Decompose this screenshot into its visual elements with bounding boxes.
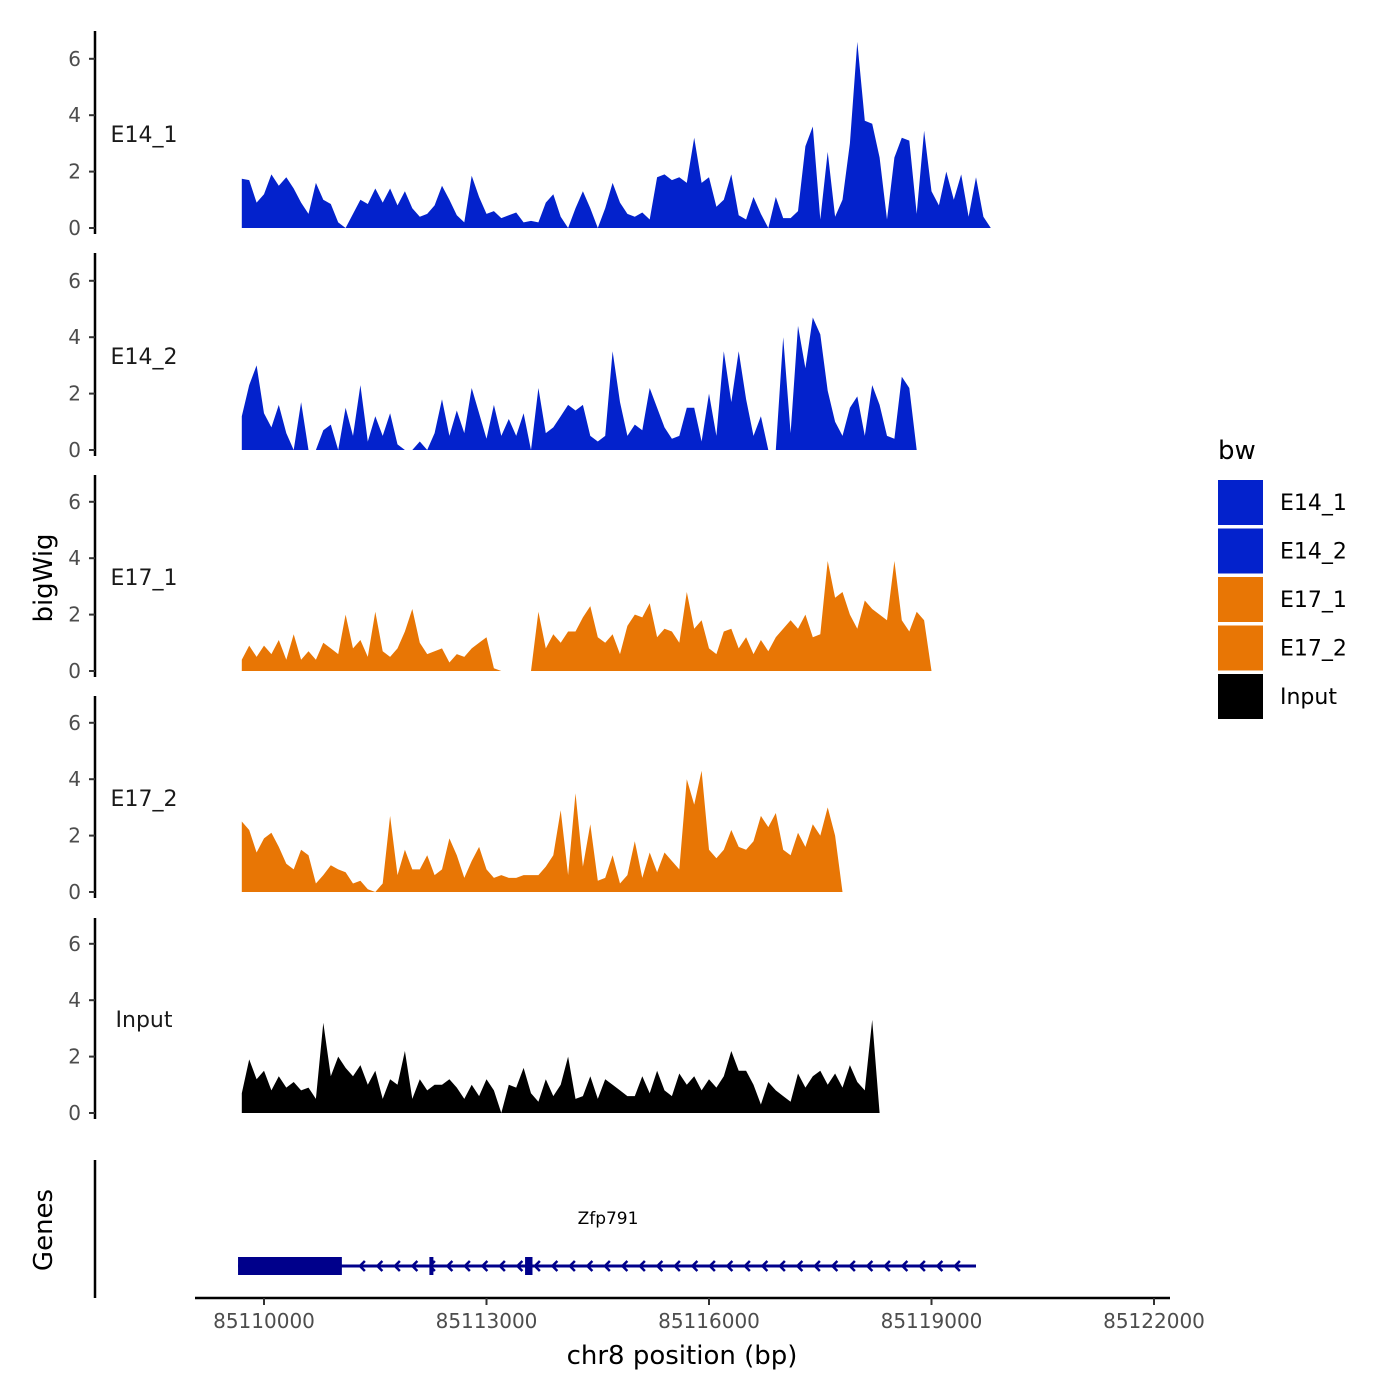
strand-arrow bbox=[568, 1260, 576, 1272]
strand-arrow bbox=[393, 1260, 401, 1272]
strand-arrow bbox=[883, 1260, 891, 1272]
x-tick-label: 85110000 bbox=[213, 1309, 315, 1333]
strand-arrow bbox=[813, 1260, 821, 1272]
x-axis-title: chr8 position (bp) bbox=[567, 1341, 798, 1371]
legend-swatch bbox=[1218, 528, 1263, 574]
legend-swatch bbox=[1218, 674, 1263, 719]
gene-name-label: Zfp791 bbox=[578, 1209, 639, 1229]
y-tick-label: 4 bbox=[68, 988, 81, 1012]
strand-arrow bbox=[900, 1260, 909, 1272]
strand-arrow bbox=[795, 1260, 804, 1272]
strand-arrow bbox=[655, 1260, 664, 1272]
strand-arrow bbox=[690, 1260, 699, 1272]
genes-track: Genes Zfp791 bbox=[29, 1160, 976, 1298]
strand-arrow bbox=[375, 1260, 384, 1272]
gene-exon bbox=[238, 1257, 342, 1275]
x-tick-label: 85113000 bbox=[436, 1309, 538, 1333]
track-label: E17_1 bbox=[111, 566, 178, 591]
bigwig-tracks: 0 2 4 6 E14_1 0 2 4 6 E14_2 0 2 4 6 E17_1 0 2 4 6 E17_2 0 2 4 6… bbox=[68, 31, 1125, 1125]
y-tick-label: 0 bbox=[68, 1101, 81, 1125]
strand-arrow bbox=[638, 1260, 646, 1272]
area-E17_1 bbox=[241, 561, 1125, 671]
track-label: Input bbox=[116, 1008, 173, 1033]
strand-arrow bbox=[463, 1260, 471, 1272]
y-tick-label: 6 bbox=[68, 47, 81, 71]
strand-arrow bbox=[445, 1260, 454, 1272]
y-tick-label: 2 bbox=[68, 1045, 81, 1069]
x-tick-label: 85116000 bbox=[658, 1309, 760, 1333]
y-tick-label: 2 bbox=[68, 603, 81, 627]
strand-arrow bbox=[585, 1260, 594, 1272]
strand-arrow bbox=[533, 1260, 541, 1272]
strand-arrow bbox=[830, 1260, 839, 1272]
strand-arrow bbox=[918, 1260, 926, 1272]
strand-arrow bbox=[673, 1260, 681, 1272]
y-tick-label: 0 bbox=[68, 880, 81, 904]
strand-arrow bbox=[550, 1260, 559, 1272]
x-tick-label: 85119000 bbox=[881, 1309, 983, 1333]
track-E14_2: 0 2 4 6 E14_2 bbox=[68, 253, 1125, 462]
strand-arrow bbox=[708, 1260, 716, 1272]
strand-arrow bbox=[725, 1260, 734, 1272]
y-axis-title: bigWig bbox=[29, 533, 59, 622]
strand-arrow bbox=[603, 1260, 611, 1272]
y-tick-label: 6 bbox=[68, 490, 81, 514]
y-tick-label: 4 bbox=[68, 546, 81, 570]
track-label: E14_2 bbox=[111, 345, 178, 370]
y-tick-label: 4 bbox=[68, 103, 81, 127]
track-E17_1: 0 2 4 6 E17_1 bbox=[68, 475, 1125, 683]
legend-label: E14_1 bbox=[1280, 491, 1347, 516]
area-E14_1 bbox=[241, 41, 1125, 229]
strand-arrow bbox=[498, 1260, 506, 1272]
y-tick-label: 6 bbox=[68, 932, 81, 956]
strand-arrow bbox=[953, 1260, 961, 1272]
legend: bw E14_1 E14_2 E17_1 E17_2 Input bbox=[1218, 436, 1347, 719]
y-tick-label: 0 bbox=[68, 216, 81, 240]
track-E17_2: 0 2 4 6 E17_2 bbox=[68, 696, 1125, 904]
y-tick-label: 6 bbox=[68, 711, 81, 735]
track-label: E14_1 bbox=[111, 123, 178, 148]
legend-label: E17_1 bbox=[1280, 588, 1347, 613]
legend-label: E14_2 bbox=[1280, 540, 1347, 565]
strand-arrow bbox=[778, 1260, 786, 1272]
strand-arrow bbox=[620, 1260, 629, 1272]
strand-arrow bbox=[358, 1260, 366, 1272]
y-tick-label: 0 bbox=[68, 438, 81, 462]
gene-exon bbox=[525, 1257, 533, 1275]
gene-exon bbox=[429, 1257, 434, 1275]
x-tick-label: 85122000 bbox=[1103, 1309, 1205, 1333]
y-tick-label: 2 bbox=[68, 824, 81, 848]
area-E17_2 bbox=[241, 770, 1125, 892]
legend-label: Input bbox=[1280, 685, 1337, 710]
strand-arrow bbox=[743, 1260, 751, 1272]
area-E14_2 bbox=[241, 317, 1125, 450]
strand-arrow bbox=[480, 1260, 489, 1272]
strand-arrow bbox=[515, 1260, 524, 1272]
track-Input: 0 2 4 6 Input bbox=[68, 918, 1125, 1125]
legend-swatch bbox=[1218, 480, 1263, 525]
y-tick-label: 4 bbox=[68, 325, 81, 349]
genes-track-label: Genes bbox=[29, 1189, 59, 1271]
y-tick-label: 0 bbox=[68, 659, 81, 683]
x-axis: 85110000 85113000 85116000 85119000 85122000 bbox=[195, 1296, 1205, 1333]
track-E14_1: 0 2 4 6 E14_1 bbox=[68, 31, 1125, 240]
y-tick-label: 2 bbox=[68, 382, 81, 406]
legend-label: E17_2 bbox=[1280, 637, 1347, 662]
strand-arrow bbox=[410, 1260, 419, 1272]
strand-arrow bbox=[935, 1260, 944, 1272]
strand-arrow bbox=[848, 1260, 856, 1272]
area-Input bbox=[241, 1019, 1125, 1113]
legend-title: bw bbox=[1218, 436, 1256, 466]
y-tick-label: 4 bbox=[68, 767, 81, 791]
track-label: E17_2 bbox=[111, 787, 178, 812]
legend-swatch bbox=[1218, 577, 1263, 622]
strand-arrow bbox=[865, 1260, 874, 1272]
y-tick-label: 6 bbox=[68, 269, 81, 293]
strand-arrow bbox=[760, 1260, 769, 1272]
y-tick-label: 2 bbox=[68, 160, 81, 184]
legend-swatch bbox=[1218, 625, 1263, 671]
